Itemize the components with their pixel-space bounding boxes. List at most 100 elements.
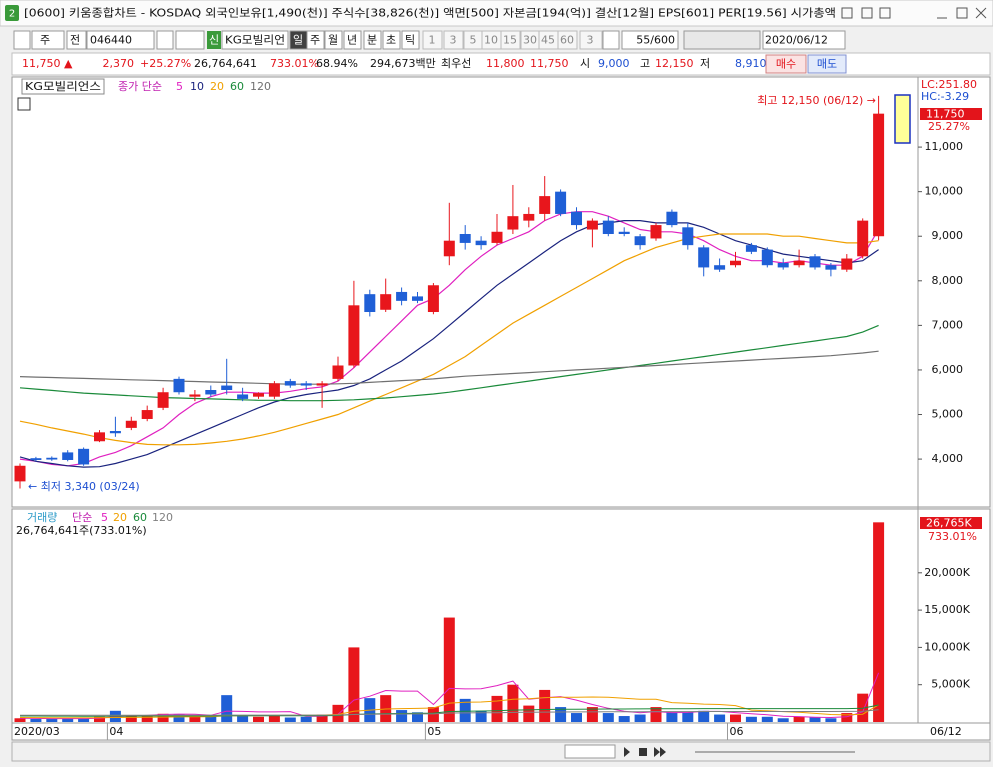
button[interactable] xyxy=(639,748,647,756)
icon[interactable] xyxy=(861,7,873,19)
candle-body xyxy=(745,245,757,252)
date-box[interactable] xyxy=(762,30,846,50)
candle-body xyxy=(141,410,153,419)
y-tick-label: 10,000K xyxy=(924,640,970,653)
volume-bar xyxy=(396,710,408,722)
candle-body xyxy=(30,458,42,460)
y-tick-label: 9,000 xyxy=(932,229,964,242)
last-volume-change: 733.01% xyxy=(928,530,977,543)
toolbar-controls: 주 전 046440 신 KG모빌리언 55/600 2020/06/12 xyxy=(13,30,846,50)
y-tick-label: 5,000K xyxy=(931,678,970,691)
candle-body xyxy=(189,394,201,397)
button[interactable] xyxy=(13,30,31,50)
dropdown[interactable] xyxy=(31,30,65,50)
candle-body xyxy=(571,211,582,226)
minute-button[interactable] xyxy=(443,30,464,50)
title-icons[interactable] xyxy=(841,7,987,19)
code-input[interactable] xyxy=(86,30,155,50)
candle-body xyxy=(682,227,694,246)
sound-button[interactable] xyxy=(175,30,205,50)
interval-button[interactable] xyxy=(306,30,325,50)
scroll-buttons[interactable] xyxy=(624,747,666,757)
x-tick-label: 04 xyxy=(109,725,123,738)
candle-body xyxy=(412,296,423,301)
candle-body xyxy=(714,265,726,270)
close[interactable] xyxy=(975,7,987,19)
volume-average xyxy=(19,696,879,719)
volume-bar xyxy=(284,717,296,722)
volume-bar xyxy=(586,707,598,722)
stock-code: 046440 xyxy=(90,34,132,47)
change: 2,370 xyxy=(103,57,135,70)
interval-button[interactable] xyxy=(363,30,382,50)
last-change: 25.27% xyxy=(928,120,970,133)
legend-entry: 5 xyxy=(101,511,108,524)
sell-button[interactable] xyxy=(807,54,847,74)
button[interactable] xyxy=(66,30,87,50)
volume-bar xyxy=(634,714,646,722)
interval-label: 틱 xyxy=(405,34,415,47)
volume-bar xyxy=(539,689,551,722)
low-label: 저 xyxy=(700,57,710,70)
custom-box[interactable] xyxy=(579,30,603,50)
legend-entry: 20 xyxy=(210,80,224,93)
volume-bar xyxy=(157,713,169,722)
icon[interactable] xyxy=(879,7,891,19)
minute-button[interactable] xyxy=(422,30,443,50)
button[interactable] xyxy=(624,747,630,757)
x-tick-label: 06 xyxy=(730,725,744,738)
candle-body xyxy=(205,390,217,395)
legend-label: 거래량 xyxy=(27,511,57,524)
candle-body xyxy=(237,394,249,399)
minute-button[interactable] xyxy=(500,30,521,50)
candle-body xyxy=(94,432,105,442)
legend-entry: 20 xyxy=(113,511,127,524)
tool-buttons[interactable] xyxy=(683,30,761,50)
last-price: 11,750 xyxy=(926,108,965,121)
candle-body xyxy=(316,383,328,386)
volume-bar xyxy=(348,647,360,722)
period-unit: 주 xyxy=(40,34,50,47)
bid: 11,750 xyxy=(530,57,569,70)
scroll-thumb[interactable] xyxy=(564,744,616,759)
maximize[interactable] xyxy=(956,7,968,19)
plot: 일 주 월 년 분 초 틱 1 3 5 10 15 30 45 60 34,0005,0006,0007,00… xyxy=(11,30,982,740)
candle-body xyxy=(173,378,185,393)
volume-average xyxy=(20,704,879,717)
count-box xyxy=(621,30,679,50)
icon[interactable] xyxy=(841,7,853,19)
volume-average xyxy=(19,672,880,720)
series-name: KG모빌리언스 xyxy=(25,80,101,93)
volume-bar xyxy=(873,522,885,722)
annotation-high: 최고 12,150 (06/12) → xyxy=(757,94,876,107)
volume-bar xyxy=(491,695,503,722)
interval-button[interactable] xyxy=(324,30,343,50)
volume-bar xyxy=(237,715,249,722)
buy-button[interactable] xyxy=(765,54,807,74)
custom-label: 3 xyxy=(587,34,594,47)
open: 9,000 xyxy=(598,57,630,70)
minute-button[interactable] xyxy=(557,30,578,50)
legend-title: 종가 단순 xyxy=(118,80,162,93)
scrollbar[interactable] xyxy=(11,741,991,762)
candle-body xyxy=(125,420,137,428)
stock-name-box[interactable] xyxy=(221,30,289,50)
search-button[interactable] xyxy=(156,30,174,50)
mode: 전 xyxy=(70,34,80,47)
interval-button[interactable] xyxy=(382,30,401,50)
interval-button[interactable] xyxy=(343,30,362,50)
dropdown-arrow[interactable] xyxy=(602,30,620,50)
interval-button[interactable] xyxy=(401,30,420,50)
y-tick-label: 20,000K xyxy=(924,566,970,579)
candle-body xyxy=(523,213,535,221)
legend-entry: 60 xyxy=(230,80,244,93)
y-tick-label: 5,000 xyxy=(932,408,964,421)
candle-body xyxy=(539,196,551,214)
legend-entry: 10 xyxy=(190,80,204,93)
grid-icon[interactable] xyxy=(17,97,31,111)
button[interactable] xyxy=(654,747,666,757)
volume-bar xyxy=(46,719,58,722)
candle-body xyxy=(555,191,567,214)
moving-average xyxy=(19,233,879,446)
